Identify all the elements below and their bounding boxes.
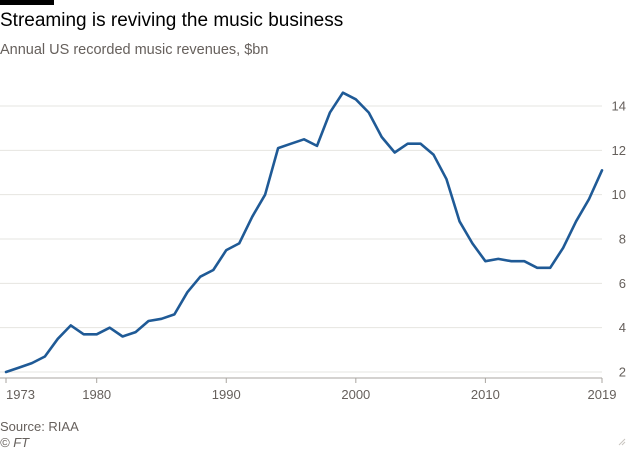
brand-accent-bar xyxy=(0,0,54,5)
y-axis-tick-labels: 2 4 6 8 10 12 14 xyxy=(612,99,626,380)
series-line xyxy=(4,91,604,374)
y-tick-label: 8 xyxy=(619,232,626,247)
chart-title: Streaming is reviving the music business xyxy=(0,10,344,31)
y-tick-label: 12 xyxy=(612,143,626,158)
x-tick-label: 1973 xyxy=(6,387,35,402)
y-tick-label: 10 xyxy=(612,187,626,202)
x-tick-label: 2019 xyxy=(588,387,617,402)
series-line-group xyxy=(4,91,604,374)
source-note: Source: RIAA xyxy=(0,419,79,434)
x-tick-label: 1980 xyxy=(82,387,111,402)
chart-subtitle: Annual US recorded music revenues, $bn xyxy=(0,42,269,58)
y-tick-label: 2 xyxy=(619,365,626,380)
x-tick-label: 2000 xyxy=(341,387,370,402)
x-tick-label: 2010 xyxy=(471,387,500,402)
y-tick-label: 6 xyxy=(619,276,626,291)
ft-credit: © FT xyxy=(0,435,30,450)
x-tick-label: 1990 xyxy=(212,387,241,402)
gridlines xyxy=(0,105,602,379)
y-tick-label: 14 xyxy=(612,99,626,114)
y-tick-label: 4 xyxy=(619,320,626,335)
x-axis-tick-labels: 1973 1980 1990 2000 2010 2019 xyxy=(5,378,617,402)
resize-corner-icon xyxy=(618,438,626,446)
